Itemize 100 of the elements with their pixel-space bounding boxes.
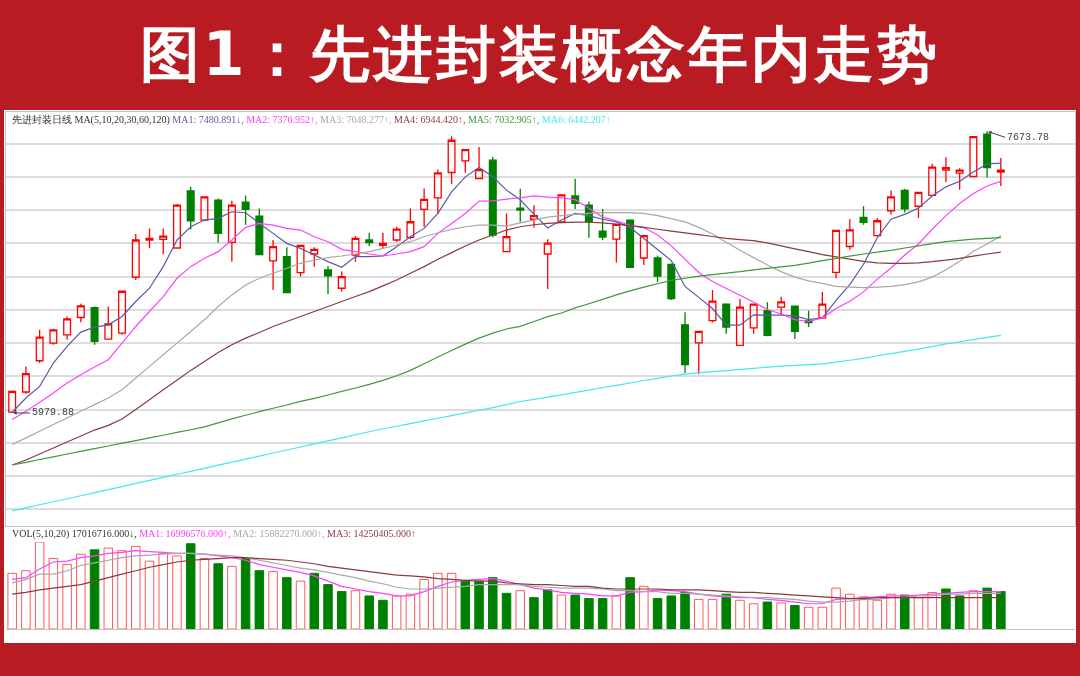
- candlestick: [832, 229, 841, 279]
- candlestick: [392, 226, 401, 243]
- candlestick: [681, 311, 690, 374]
- bar: [803, 606, 814, 629]
- text: MA6: 6442.207↑: [541, 114, 611, 125]
- bar: [21, 570, 31, 629]
- candlestick: [337, 270, 346, 293]
- candlestick: [996, 157, 1005, 187]
- candlestick: [955, 167, 964, 191]
- chart-title: 图1：先进封装概念年内走势: [139, 17, 941, 91]
- bar: [748, 603, 759, 629]
- bar: [639, 585, 649, 629]
- candlestick: [626, 218, 635, 268]
- bar: [405, 593, 416, 629]
- bar: [968, 590, 979, 629]
- candlestick: [914, 191, 923, 219]
- bar: [34, 542, 45, 629]
- candlestick: [694, 329, 703, 375]
- candlestick: [131, 233, 140, 281]
- bar: [268, 571, 278, 629]
- candlestick: [378, 232, 387, 249]
- bar: [323, 584, 333, 629]
- candlestick: [365, 232, 374, 247]
- bar: [460, 580, 471, 629]
- candlestick: [269, 239, 278, 291]
- candlestick: [461, 148, 470, 174]
- bar: [213, 563, 223, 629]
- candlestick: [845, 218, 854, 251]
- candlestick: [900, 188, 909, 214]
- candlestick: [255, 207, 264, 256]
- chart-subtitle: VOL(5,10,20) 17016716.000↓,: [12, 528, 137, 539]
- bar: [131, 545, 141, 629]
- candlestick: [323, 265, 333, 295]
- bar: [172, 555, 182, 629]
- bar: [295, 580, 306, 629]
- candlestick: [969, 135, 978, 179]
- text: MA3: 14250405.000↑: [327, 528, 416, 539]
- candlestick: [735, 298, 744, 347]
- candlestick: [296, 244, 305, 278]
- bar: [845, 593, 855, 629]
- candlestick: [516, 188, 525, 223]
- candlestick: [21, 365, 30, 395]
- bar: [666, 595, 677, 629]
- bar: [831, 587, 841, 629]
- bar: [817, 606, 828, 629]
- bar: [309, 572, 320, 629]
- candlestick: [777, 296, 786, 316]
- candlestick: [282, 246, 291, 294]
- series-label: MA1: 16996576.000↑,: [139, 528, 231, 539]
- bar: [735, 599, 745, 629]
- bar: [199, 558, 210, 629]
- bar: [721, 593, 731, 629]
- candlestick: [118, 290, 127, 336]
- bar: [762, 601, 773, 629]
- candlestick: [873, 217, 882, 238]
- candlestick: [49, 328, 58, 346]
- bar: [542, 589, 553, 629]
- text: MA2: 7376.952↑,: [246, 114, 318, 125]
- text: MA4: 6944.420↑,: [394, 114, 466, 125]
- candlestick: [639, 234, 648, 266]
- series-label: MA2: 15882270.000↑,: [233, 528, 325, 539]
- candlestick: [557, 193, 566, 224]
- bar: [886, 593, 896, 629]
- candlestick: [941, 156, 950, 183]
- bar: [858, 596, 869, 629]
- bar: [227, 565, 237, 629]
- bar: [446, 572, 457, 629]
- bar: [611, 595, 622, 629]
- candlestick: [63, 315, 72, 341]
- candlestick: [612, 223, 621, 264]
- bar: [515, 590, 525, 629]
- bar: [584, 598, 594, 629]
- bar: [556, 594, 567, 629]
- candlestick: [406, 207, 415, 241]
- bar: [996, 591, 1006, 629]
- bar: [7, 572, 17, 629]
- candlestick: [818, 291, 827, 320]
- bar: [652, 598, 663, 629]
- bar: [680, 591, 690, 629]
- bar: [158, 552, 168, 629]
- bar: [776, 602, 786, 629]
- bar: [982, 587, 992, 629]
- candlestick: [502, 212, 511, 253]
- bar: [240, 558, 251, 629]
- bar: [570, 594, 580, 629]
- text: MA5: 7032.905↑,: [467, 114, 540, 125]
- text: MA1: 7480.891↓,: [172, 114, 244, 125]
- candlestick: [227, 200, 236, 263]
- candlestick: [886, 189, 896, 216]
- candlestick: [859, 205, 868, 226]
- candlestick: [241, 194, 250, 226]
- candlestick: [475, 146, 484, 180]
- candlestick: [159, 227, 168, 255]
- bar: [872, 599, 883, 629]
- candlestick: [790, 305, 799, 340]
- candlestick: [722, 302, 731, 335]
- bar: [899, 594, 910, 629]
- candlestick: [214, 197, 223, 244]
- bar: [694, 598, 704, 629]
- candlestick: [708, 289, 717, 324]
